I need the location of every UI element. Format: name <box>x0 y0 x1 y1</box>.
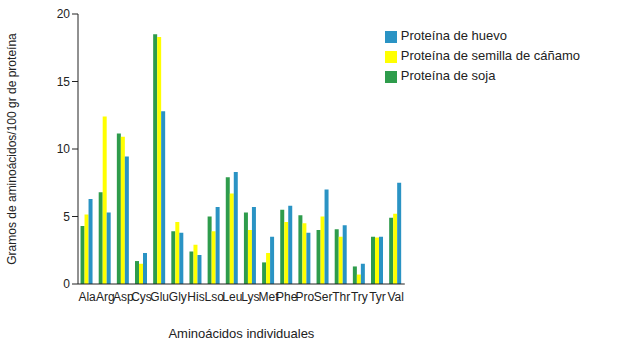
html-text:Proteína de soja: Proteína de soja <box>400 68 496 83</box>
svg-text:Thr: Thr <box>332 290 350 304</box>
svg-text:Ala: Ala <box>78 290 96 304</box>
svg-text:Glu: Glu <box>150 290 169 304</box>
svg-text:Met: Met <box>258 289 279 304</box>
svg-text:Lys: Lys <box>241 290 259 304</box>
html-text:Proteína de semilla de cáñamo: Proteína de semilla de cáñamo <box>400 48 580 63</box>
svg-text:10: 10 <box>57 142 71 156</box>
svg-text:Tyr: Tyr <box>369 290 386 304</box>
svg-text:Val: Val <box>387 290 403 304</box>
svg-text:Leu: Leu <box>222 290 242 304</box>
svg-text:Lso: Lso <box>204 290 224 304</box>
svg-text:0: 0 <box>63 277 70 291</box>
svg-text:Arg: Arg <box>96 290 115 304</box>
svg-text:Aminoácidos individuales: Aminoácidos individuales <box>168 326 314 341</box>
svg-text:Cys: Cys <box>131 290 152 304</box>
svg-text:Gramos de aminoácidos/100 gr d: Gramos de aminoácidos/100 gr de proteína <box>8 33 19 265</box>
svg-text:Try: Try <box>351 290 368 304</box>
html-text:Proteína de huevo: Proteína de huevo <box>400 28 507 43</box>
svg-text:His: His <box>187 290 204 304</box>
svg-text:Ser: Ser <box>314 290 333 304</box>
svg-text:20: 20 <box>57 7 71 21</box>
svg-text:Gly: Gly <box>169 290 187 304</box>
svg-text:Pro: Pro <box>296 290 315 304</box>
svg-text:Asp: Asp <box>113 289 134 304</box>
svg-text:15: 15 <box>57 75 71 89</box>
svg-text:5: 5 <box>63 210 70 224</box>
svg-text:Phe: Phe <box>276 290 298 304</box>
